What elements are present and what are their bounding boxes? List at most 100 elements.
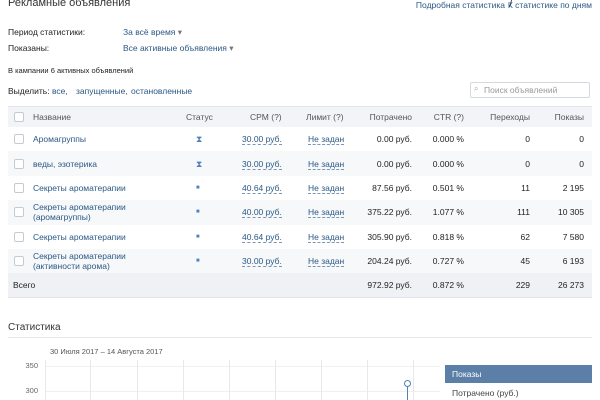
clicks: 11 xyxy=(521,183,530,193)
column-header[interactable]: Потрачено xyxy=(369,112,412,122)
grid-line xyxy=(229,360,230,400)
checkbox[interactable] xyxy=(14,231,24,242)
grid-line xyxy=(45,366,440,367)
grid-line xyxy=(275,360,276,400)
limit[interactable]: Не задан xyxy=(308,158,345,170)
column-header[interactable]: Лимит (?) xyxy=(306,112,344,122)
checkbox[interactable] xyxy=(14,134,24,145)
cpm[interactable]: 30.00 руб. xyxy=(242,256,282,268)
legend-item[interactable]: Показы xyxy=(452,369,482,379)
filter-label: Показаны: xyxy=(8,43,50,53)
grid-line xyxy=(90,360,91,400)
grid-line xyxy=(137,360,138,400)
link[interactable]: К статистике по дням xyxy=(507,0,592,10)
ad-name[interactable]: Секреты ароматерапии xyxy=(33,251,126,262)
page-title: Рекламные объявления xyxy=(8,0,131,9)
y-tick-label: 300 xyxy=(25,386,38,395)
limit[interactable]: Не задан xyxy=(308,183,345,194)
grid-line xyxy=(45,360,46,400)
cpm[interactable]: 30.00 руб. xyxy=(242,158,282,170)
ad-name[interactable]: (активности арома) xyxy=(33,261,110,272)
total-impressions: 26 273 xyxy=(558,280,584,291)
filter-value[interactable]: За всё время ▾ xyxy=(123,27,183,37)
ad-name[interactable]: (аромагруппы) xyxy=(33,212,91,223)
status-icon: ⧗ xyxy=(196,134,203,145)
link[interactable]: Подробная статистика xyxy=(415,0,505,10)
ctr: 1.077 % xyxy=(432,207,464,218)
column-header[interactable]: Переходы xyxy=(490,112,530,122)
impressions: 10 305 xyxy=(558,207,584,218)
spent: 305.90 руб. xyxy=(367,231,412,242)
search-icon: ⌕ xyxy=(474,84,479,93)
status-icon: ■ xyxy=(196,185,200,191)
marker xyxy=(404,380,411,387)
limit[interactable]: Не задан xyxy=(308,231,345,243)
status-icon: ⧗ xyxy=(196,158,203,169)
select-option[interactable]: запущенные, xyxy=(76,86,128,96)
limit[interactable]: Не задан xyxy=(308,207,345,219)
column-header[interactable]: Статус xyxy=(186,112,213,122)
filter-value[interactable]: Все активные объявления ▾ xyxy=(123,43,234,53)
y-tick-label: 350 xyxy=(25,361,38,370)
cpm[interactable]: 30.00 руб. xyxy=(242,134,282,146)
checkbox[interactable] xyxy=(14,207,24,218)
ad-name[interactable]: Секреты ароматерапии xyxy=(33,183,126,193)
ad-name[interactable]: веды, эзотерика xyxy=(33,158,97,169)
impressions: 2 195 xyxy=(562,183,584,193)
column-header[interactable]: Показы xyxy=(554,112,584,122)
ad-name[interactable]: Аромагруппы xyxy=(33,134,86,145)
cpm[interactable]: 40.64 руб. xyxy=(242,183,282,194)
table-row xyxy=(8,175,592,202)
summary: В кампании 6 активных объявлений xyxy=(8,66,134,75)
separator: / xyxy=(509,0,512,10)
ctr: 0.501 % xyxy=(432,183,464,193)
column-header[interactable]: Название xyxy=(33,112,71,122)
grid-line xyxy=(321,360,322,400)
status-icon: ■ xyxy=(196,209,200,216)
clicks: 0 xyxy=(525,134,530,145)
checkbox[interactable] xyxy=(14,183,24,193)
ad-name[interactable]: Секреты ароматерапии xyxy=(33,202,126,213)
ctr: 0.000 % xyxy=(432,134,464,145)
legend-item[interactable]: Потрачено (руб.) xyxy=(452,388,519,398)
total-clicks: 229 xyxy=(515,280,530,291)
limit[interactable]: Не задан xyxy=(308,256,345,268)
spent: 375.22 руб. xyxy=(367,207,412,218)
total-row xyxy=(8,273,592,299)
checkbox[interactable] xyxy=(14,256,24,267)
ctr: 0.818 % xyxy=(432,231,464,242)
spent: 0.00 руб. xyxy=(376,158,412,169)
select-option[interactable]: остановленные xyxy=(131,86,193,96)
limit[interactable]: Не задан xyxy=(308,134,345,146)
select-option[interactable]: все, xyxy=(52,86,68,96)
cpm[interactable]: 40.00 руб. xyxy=(242,207,282,219)
checkbox[interactable] xyxy=(14,112,24,122)
ctr: 0.727 % xyxy=(432,256,464,267)
clicks: 45 xyxy=(520,256,530,267)
impressions: 6 193 xyxy=(562,256,584,267)
search-placeholder: Поиск объявлений xyxy=(484,85,558,95)
clicks: 111 xyxy=(517,207,530,218)
search-box[interactable] xyxy=(470,82,590,98)
grid-line xyxy=(45,391,440,392)
clicks: 0 xyxy=(525,158,530,169)
impressions: 0 xyxy=(579,134,584,145)
ctr: 0.000 % xyxy=(432,158,464,169)
checkbox[interactable] xyxy=(14,158,24,169)
section-title: Статистика xyxy=(8,322,61,333)
divider xyxy=(8,337,592,338)
grid-line xyxy=(367,360,368,400)
table-row xyxy=(8,224,592,250)
column-header[interactable]: CPM (?) xyxy=(250,112,282,122)
spent: 0.00 руб. xyxy=(376,134,412,145)
status-icon: ■ xyxy=(196,233,200,240)
clicks: 62 xyxy=(520,231,530,242)
total-spent: 972.92 руб. xyxy=(367,280,412,291)
impressions: 7 580 xyxy=(562,231,584,242)
date-range: 30 Июля 2017 – 14 Августа 2017 xyxy=(50,347,163,356)
status-icon: ■ xyxy=(196,258,200,265)
ad-name[interactable]: Секреты ароматерапии xyxy=(33,231,126,242)
column-header[interactable]: CTR (?) xyxy=(433,112,464,122)
cpm[interactable]: 40.64 руб. xyxy=(242,231,282,243)
